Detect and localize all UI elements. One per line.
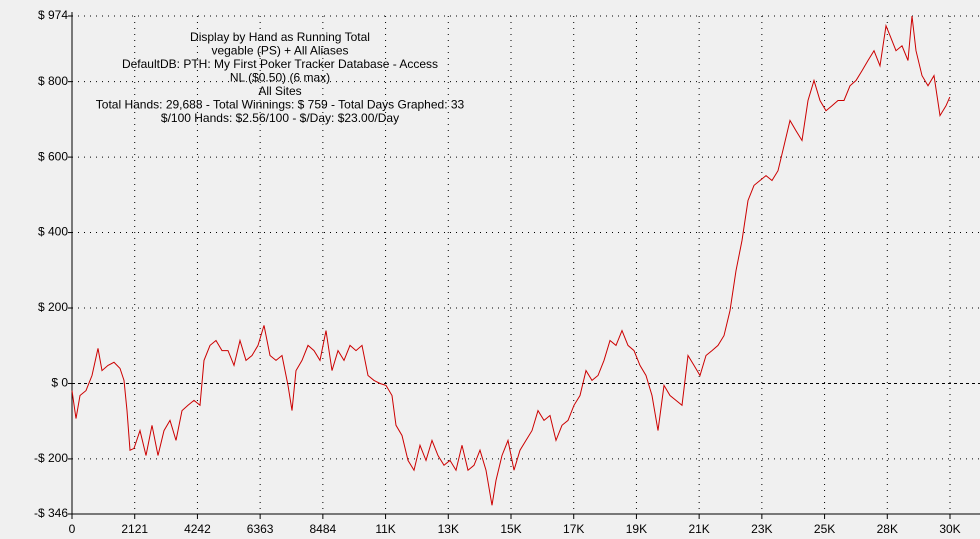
- x-tick-label: 23K: [751, 522, 772, 536]
- x-tick-label: 2121: [121, 522, 148, 536]
- y-tick-label: $ 974: [38, 8, 68, 22]
- y-tick-label: $ 600: [38, 149, 68, 163]
- title-line: Display by Hand as Running Total: [190, 30, 370, 44]
- y-tick-label: $ 400: [38, 225, 68, 239]
- title-line: $/100 Hands: $2.56/100 - $/Day: $23.00/D…: [161, 111, 399, 125]
- running-total-line: [71, 15, 951, 506]
- x-tick-label: 13K: [438, 522, 459, 536]
- x-tick-label: 6363: [247, 522, 274, 536]
- y-tick-label: -$ 200: [34, 451, 68, 465]
- title-line: Total Hands: 29,688 - Total Winnings: $ …: [96, 98, 465, 112]
- x-tick-label: 11K: [375, 522, 395, 536]
- x-tick-label: 28K: [877, 522, 898, 536]
- y-tick-label: -$ 346: [34, 506, 68, 520]
- y-tick-label: $ 800: [38, 74, 68, 88]
- y-tick-label: $ 0: [51, 376, 68, 390]
- x-tick-label: 25K: [814, 522, 835, 536]
- x-tick-label: 15K: [500, 522, 521, 536]
- x-tick-label: 30K: [939, 522, 960, 536]
- y-tick-label: $ 200: [38, 300, 68, 314]
- x-tick-label: 4242: [184, 522, 211, 536]
- x-tick-label: 17K: [563, 522, 584, 536]
- title-line: All Sites: [258, 84, 301, 98]
- title-line: DefaultDB: PTH: My First Poker Tracker D…: [122, 57, 438, 71]
- x-tick-label: 19K: [626, 522, 647, 536]
- x-tick-label: 21K: [688, 522, 709, 536]
- title-line: vegable (PS) + All Aliases: [211, 44, 348, 58]
- x-tick-label: 8484: [310, 522, 337, 536]
- title-line: NL ($0.50) (6 max): [230, 71, 330, 85]
- x-tick-label: 0: [69, 522, 76, 536]
